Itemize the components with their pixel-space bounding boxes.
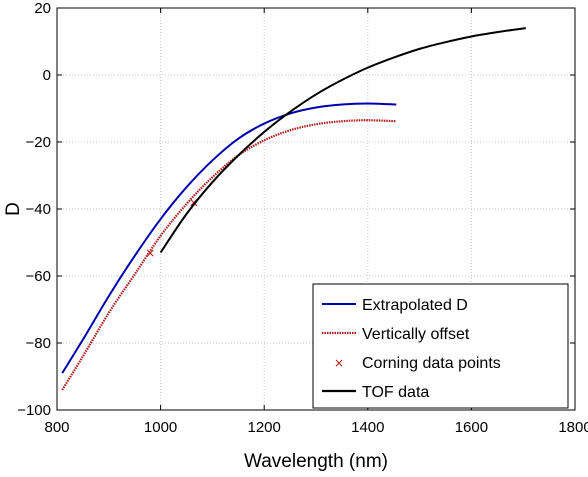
y-axis-title: D [3, 202, 24, 216]
series-corning-data-points-marker: × [145, 246, 155, 260]
y-tick-label: −100 [17, 402, 51, 419]
y-tick-label: −60 [26, 268, 51, 285]
legend-swatch-corning-marker: × [334, 356, 344, 370]
series-extrapolated-d-line [61, 102, 397, 374]
y-tick-label: −80 [26, 335, 51, 352]
x-tick-label: 1000 [144, 419, 177, 436]
y-tick-label: −20 [26, 134, 51, 151]
y-tick-label: −40 [26, 201, 51, 218]
series-tof-data-line [159, 27, 526, 254]
y-tick-label: 0 [43, 67, 51, 84]
x-tick-label: 1600 [455, 419, 488, 436]
x-axis-title: Wavelength (nm) [244, 451, 388, 472]
x-tick-label: 1800 [558, 419, 588, 436]
y-tick-label: 20 [34, 0, 51, 17]
legend-label-vertically-offset: Vertically offset [362, 326, 470, 343]
legend: Extrapolated D Vertically offset × Corni… [312, 283, 569, 409]
plot-area: ×× [61, 27, 526, 391]
x-tick-label: 1400 [351, 419, 384, 436]
series-corning-data-points-marker: × [189, 195, 199, 209]
axis-ticks: 800 1000 1200 1400 1600 1800 −100 −80 −60 −40 −20 0… [17, 0, 588, 436]
legend-label-extrapolated-d: Extrapolated D [362, 297, 468, 314]
x-tick-label: 1200 [248, 419, 281, 436]
series-vertically-offset-line [61, 119, 397, 391]
legend-label-tof-data: TOF data [362, 384, 429, 401]
x-tick-label: 800 [44, 419, 69, 436]
legend-label-corning-data-points: Corning data points [362, 355, 501, 372]
